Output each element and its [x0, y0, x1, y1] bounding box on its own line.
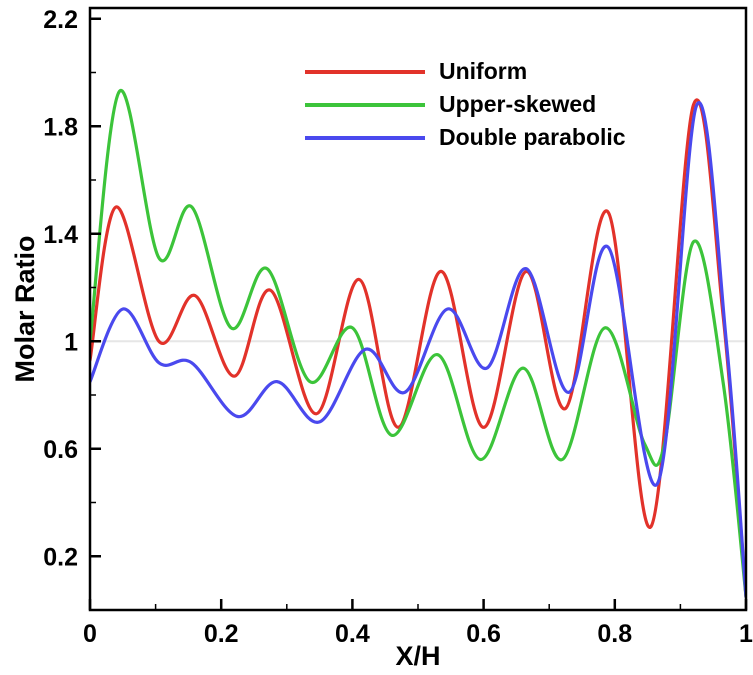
legend-line-upper-skewed: [305, 102, 425, 107]
legend-label-uniform: Uniform: [439, 58, 528, 84]
x-tick-label: 0.4: [335, 620, 370, 648]
x-tick-label: 0.6: [466, 620, 501, 648]
x-tick-label: 0.2: [204, 620, 239, 648]
legend-item-double-parabolic: Double parabolic: [305, 121, 626, 154]
y-tick-label: 0.6: [43, 436, 78, 464]
legend-line-double-parabolic: [305, 135, 425, 140]
y-tick-label: 1.8: [43, 113, 78, 141]
legend-line-uniform: [305, 69, 425, 74]
legend-label-double-parabolic: Double parabolic: [439, 124, 626, 150]
y-tick-label: 0.2: [43, 543, 78, 571]
x-tick-label: 1: [739, 620, 753, 648]
series-line-double-parabolic: [90, 101, 746, 599]
y-tick-label: 2.2: [43, 6, 78, 34]
legend: Uniform Upper-skewed Double parabolic: [305, 55, 626, 154]
x-tick-label: 0: [83, 620, 97, 648]
x-tick-label: 0.8: [597, 620, 632, 648]
legend-item-upper-skewed: Upper-skewed: [305, 88, 626, 121]
y-tick-label: 1.4: [43, 221, 78, 249]
legend-label-upper-skewed: Upper-skewed: [439, 91, 597, 117]
y-tick-label: 1: [64, 328, 78, 356]
legend-item-uniform: Uniform: [305, 55, 626, 88]
y-axis-title: Molar Ratio: [10, 235, 40, 383]
x-axis-title: X/H: [395, 641, 441, 671]
series-line-uniform: [90, 98, 746, 599]
